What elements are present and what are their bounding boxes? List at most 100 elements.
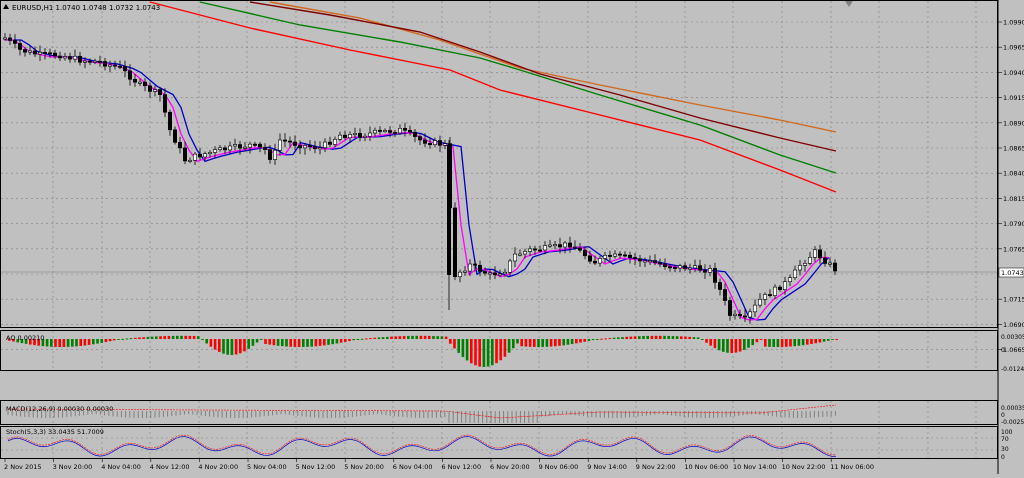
bull-candle — [317, 147, 322, 150]
ao-bar — [499, 339, 502, 361]
ao-bar — [575, 339, 578, 344]
bull-candle — [2, 37, 8, 40]
bear-candle — [13, 40, 18, 44]
ao-bar — [617, 337, 620, 339]
ao-bar — [29, 339, 32, 345]
ao-bar — [671, 336, 675, 339]
ao-bar — [20, 339, 24, 344]
ao-bar — [390, 336, 393, 339]
bull-candle — [337, 134, 342, 140]
bull-candle — [597, 258, 602, 264]
ao-bar — [16, 339, 19, 343]
ao-bar — [276, 339, 280, 346]
bear-candle — [817, 249, 822, 259]
bear-candle — [287, 140, 292, 143]
ao-bar — [205, 339, 208, 344]
ao-bar — [129, 338, 133, 340]
bear-candle — [532, 248, 537, 251]
ao-bar — [486, 339, 490, 367]
ao-bar — [318, 339, 322, 346]
ao-bar — [621, 337, 624, 339]
ao-bar — [331, 339, 334, 345]
ao-bar — [764, 339, 767, 347]
ao-bar — [184, 335, 187, 339]
price-axis-label: 1.0940 — [1003, 69, 1024, 77]
ao-bar — [360, 338, 364, 340]
ao-bar — [810, 339, 813, 344]
bull-candle — [602, 255, 607, 259]
bear-candle — [253, 143, 258, 146]
ao-bar — [272, 339, 276, 346]
bear-candle — [667, 266, 672, 269]
candlesticks — [2, 33, 837, 324]
time-axis-label: 9 Nov 06:00 — [539, 463, 579, 471]
price-axis-label: 1.0790 — [1003, 220, 1024, 228]
bull-candle — [747, 311, 752, 318]
ao-bar — [591, 339, 595, 341]
ao-bar — [377, 337, 381, 339]
bull-candle — [302, 145, 307, 149]
ao-bar — [533, 339, 536, 347]
ao-bar — [743, 339, 746, 350]
bear-candle — [592, 260, 597, 264]
ao-bar — [705, 339, 708, 343]
ao-bar — [549, 339, 553, 347]
time-axis-label: 4 Nov 20:00 — [198, 463, 238, 471]
ao-bar — [596, 339, 599, 340]
bear-candle — [452, 207, 457, 278]
bull-candle — [642, 260, 647, 263]
ao-bar — [150, 336, 154, 339]
bull-candle — [332, 139, 337, 145]
ao-bar — [692, 337, 696, 339]
ao-bar — [818, 339, 822, 343]
ao-bar — [675, 336, 679, 339]
ao-bar — [772, 339, 775, 347]
ao-bar — [419, 335, 423, 339]
bull-candle — [397, 128, 402, 134]
price-axis-label: 1.0765 — [1003, 245, 1024, 253]
ao-bar — [604, 338, 607, 340]
bull-candle — [108, 64, 113, 67]
ao-bar — [717, 339, 721, 351]
ao-bar — [113, 339, 116, 341]
bear-candle — [567, 242, 572, 248]
ma-red-line — [149, 1, 837, 193]
ao-bar — [751, 339, 754, 346]
ao-bar — [138, 337, 141, 339]
bear-candle — [672, 267, 677, 269]
bear-candle — [557, 244, 562, 248]
chart-title: EURUSD,H1 1.0740 1.0748 1.0732 1.0743 — [3, 4, 160, 12]
ao-bar — [554, 339, 557, 347]
ao-bar — [234, 339, 238, 355]
bear-candle — [8, 37, 13, 41]
bear-candle — [198, 153, 203, 158]
bull-candle — [647, 260, 652, 263]
bull-candle — [272, 149, 277, 160]
ao-bar — [386, 336, 389, 339]
ao-bar — [528, 339, 532, 347]
ao-bar — [335, 339, 339, 344]
ao-bar — [297, 339, 301, 347]
macd-histogram — [7, 404, 837, 423]
ao-bar — [512, 339, 515, 349]
ao-bar — [587, 339, 591, 341]
ao-bar — [680, 336, 683, 339]
bull-candle — [787, 277, 792, 282]
bear-candle — [98, 60, 103, 63]
ao-bar — [667, 335, 670, 339]
ao-bar — [411, 335, 414, 339]
sub-axis-label: 70 — [1001, 436, 1009, 443]
ao-bar — [566, 339, 570, 345]
ao-bar — [108, 339, 112, 342]
bear-candle — [492, 272, 497, 276]
price-axis-label: 1.0815 — [1003, 195, 1024, 203]
ao-bar — [213, 339, 217, 350]
bear-candle — [627, 254, 632, 258]
price-axis-label: 1.0865 — [1003, 145, 1024, 153]
ao-bar — [209, 339, 213, 347]
chart-shift-marker-icon[interactable] — [845, 1, 853, 7]
bear-candle — [662, 263, 667, 267]
bear-candle — [832, 262, 837, 272]
